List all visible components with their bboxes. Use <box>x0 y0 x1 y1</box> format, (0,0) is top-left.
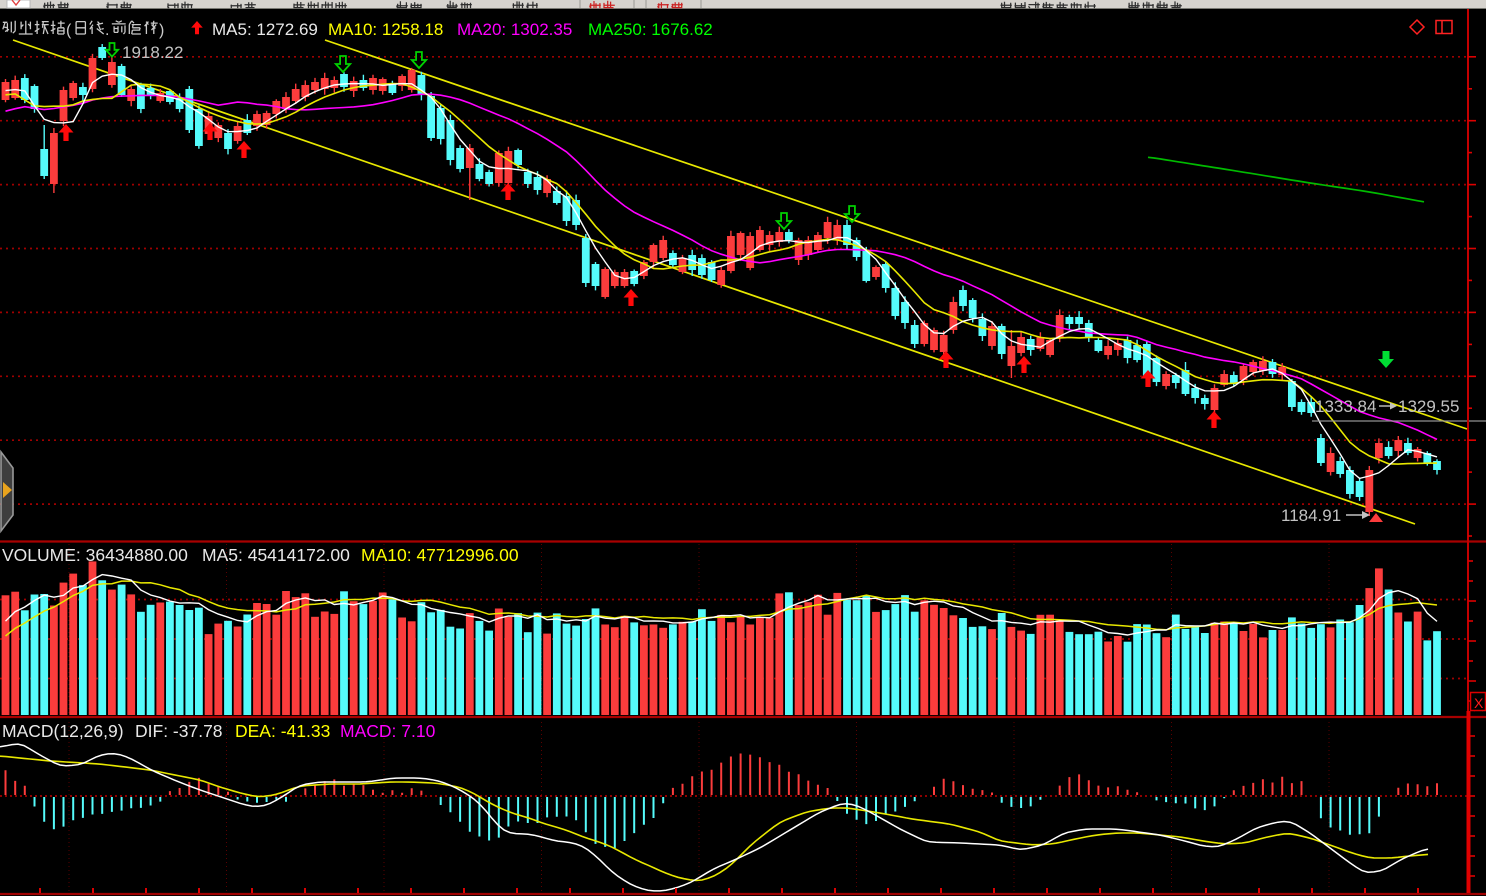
svg-text:MA20: 1302.35: MA20: 1302.35 <box>457 20 572 39</box>
svg-text:MA10: 1258.18: MA10: 1258.18 <box>328 20 443 39</box>
svg-text:DEA: -41.33: DEA: -41.33 <box>235 721 330 741</box>
svg-text:MA5: 45414172.00: MA5: 45414172.00 <box>202 545 350 565</box>
svg-text:MA10: 47712996.00: MA10: 47712996.00 <box>361 545 519 565</box>
svg-text:MACD: 7.10: MACD: 7.10 <box>340 721 436 741</box>
svg-text:DIF: -37.78: DIF: -37.78 <box>135 721 223 741</box>
svg-text:MA250: 1676.62: MA250: 1676.62 <box>588 20 713 39</box>
svg-text:1329.55: 1329.55 <box>1398 397 1459 416</box>
svg-text:MACD(12,26,9): MACD(12,26,9) <box>2 721 124 741</box>
svg-text:): ) <box>159 22 164 39</box>
svg-text:1184.91: 1184.91 <box>1281 506 1341 525</box>
svg-text:1333.84: 1333.84 <box>1315 397 1376 416</box>
svg-text:VOLUME: 36434880.00: VOLUME: 36434880.00 <box>2 545 188 565</box>
svg-text:.: . <box>105 22 109 39</box>
svg-text:(: ( <box>66 22 72 39</box>
svg-text:1918.22: 1918.22 <box>122 43 183 62</box>
svg-text:X: X <box>1474 695 1484 711</box>
svg-text:MA5: 1272.69: MA5: 1272.69 <box>212 20 318 39</box>
